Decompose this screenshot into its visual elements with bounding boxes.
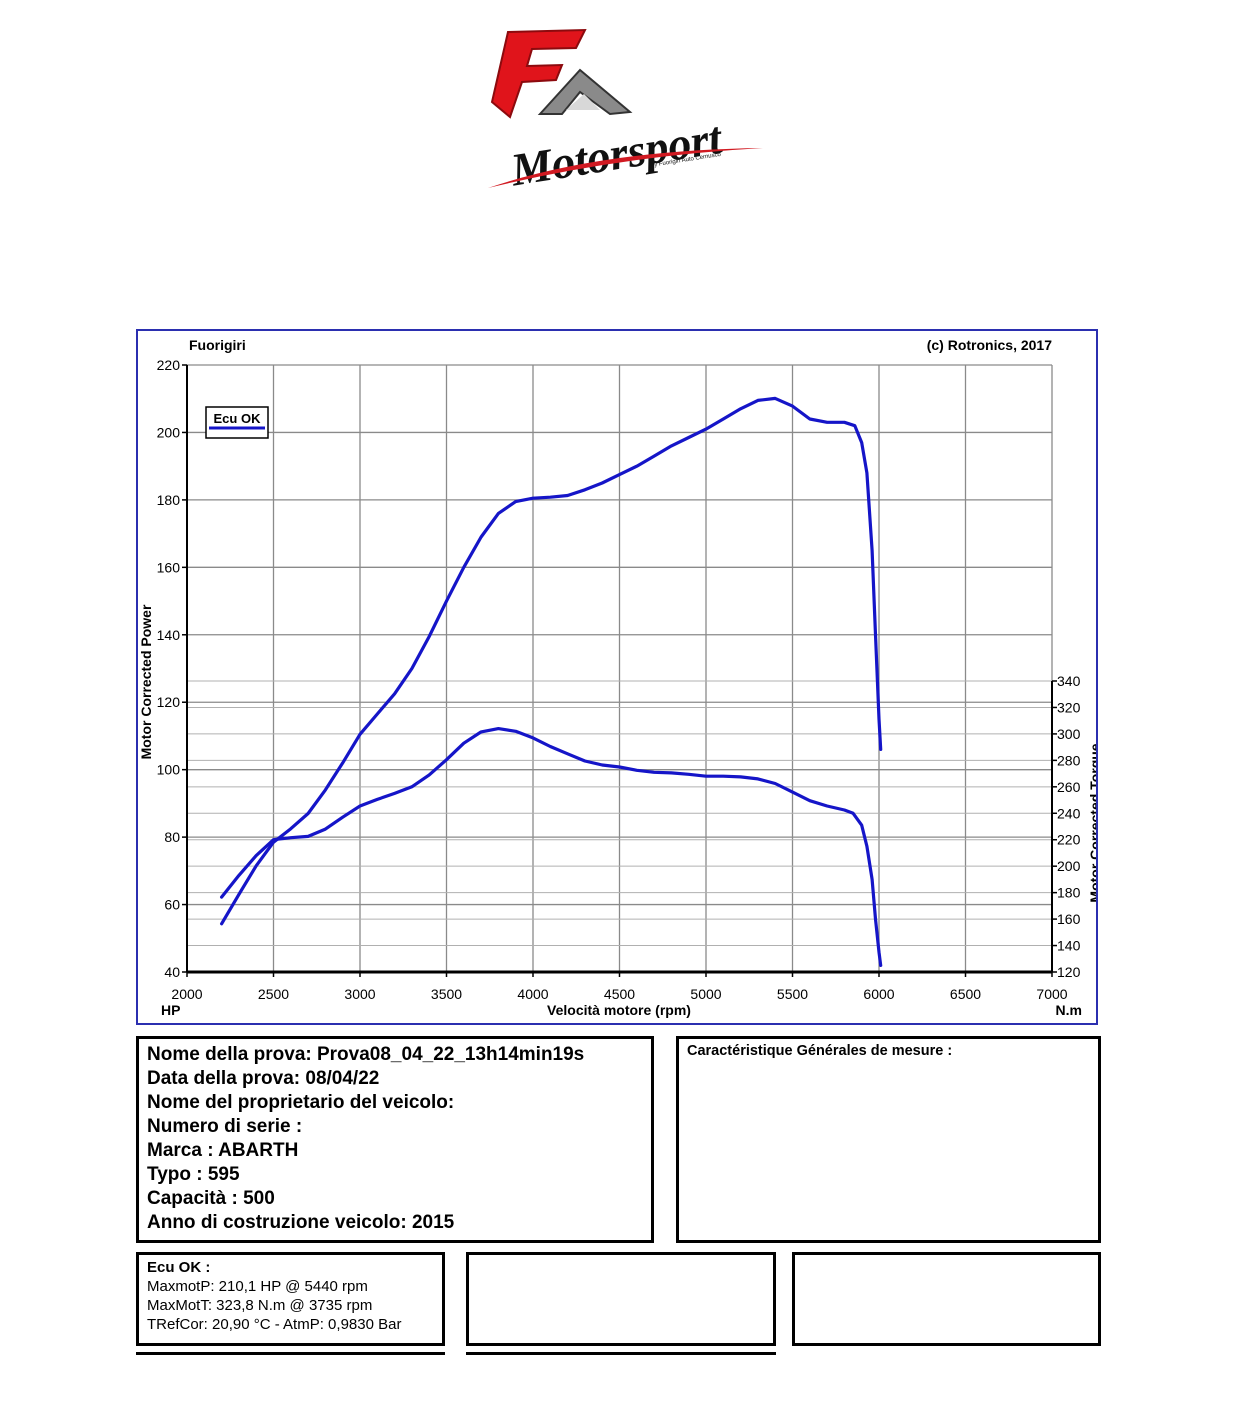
- x-tick-label: 4000: [517, 986, 548, 1002]
- vehicle-make: Marca : ABARTH: [147, 1140, 299, 1161]
- y-tick-label: 140: [157, 627, 181, 643]
- logo-brand-text: Motorsport: [506, 112, 726, 196]
- y2-tick-label: 260: [1057, 779, 1081, 795]
- y2-tick-label: 200: [1057, 858, 1081, 874]
- chart-top-left-label: Fuorigiri: [189, 337, 246, 353]
- middle-box-underline: [466, 1352, 776, 1355]
- y2-tick-label: 160: [1057, 911, 1081, 927]
- y-tick-label: 160: [157, 559, 181, 575]
- chart-ticks: 2000 2500 3000 3500 4000 4500 5000 5500 6000 6500…: [157, 357, 1081, 1002]
- x-tick-label: 7000: [1036, 986, 1067, 1002]
- y2-tick-label: 280: [1057, 752, 1081, 768]
- ecu-summary-box: Ecu OK : MaxmotP: 210,1 HP @ 5440 rpm Ma…: [136, 1252, 445, 1346]
- y-tick-label: 40: [164, 964, 180, 980]
- logo-emblem: [490, 28, 633, 119]
- test-date: Data della prova: 08/04/22: [147, 1068, 380, 1089]
- ecu-summary-header: Ecu OK :: [147, 1259, 211, 1276]
- y2-tick-label: 300: [1057, 726, 1081, 742]
- y-tick-label: 120: [157, 694, 181, 710]
- test-info-box: Nome della prova: Prova08_04_22_13h14min…: [136, 1036, 654, 1243]
- power-curve: [219, 396, 883, 926]
- y2-tick-label: 180: [1057, 885, 1081, 901]
- empty-result-box-3: [792, 1252, 1101, 1346]
- legend-label: Ecu OK: [214, 411, 262, 426]
- y-tick-label: 60: [164, 897, 180, 913]
- chart-legend: Ecu OK: [205, 406, 269, 439]
- ecu-box-underline: [136, 1352, 445, 1355]
- y2-tick-label: 220: [1057, 832, 1081, 848]
- y-tick-label: 200: [157, 424, 181, 440]
- x-tick-label: 2500: [258, 986, 289, 1002]
- x-tick-label: 4500: [604, 986, 635, 1002]
- y2-tick-label: 340: [1057, 673, 1081, 689]
- y2-tick-label: 240: [1057, 805, 1081, 821]
- vehicle-year: Anno di costruzione veicolo: 2015: [147, 1212, 455, 1233]
- chart-series: [219, 396, 883, 968]
- y-tick-label: 80: [164, 829, 180, 845]
- left-axis-title: Motor Corrected Power: [138, 604, 154, 759]
- y2-tick-label: 120: [1057, 964, 1081, 980]
- y2-tick-label: 140: [1057, 938, 1081, 954]
- torque-curve: [219, 727, 883, 968]
- max-power-line: MaxmotP: 210,1 HP @ 5440 rpm: [147, 1278, 368, 1295]
- left-unit-label: HP: [161, 1002, 180, 1018]
- chart-copyright: (c) Rotronics, 2017: [927, 337, 1052, 353]
- test-name: Nome della prova: Prova08_04_22_13h14min…: [147, 1044, 585, 1065]
- dyno-chart: 2000 2500 3000 3500 4000 4500 5000 5500 6000 6500…: [138, 337, 1096, 1018]
- vehicle-capacity: Capacità : 500: [147, 1188, 275, 1209]
- y-tick-label: 100: [157, 762, 181, 778]
- x-tick-label: 5500: [777, 986, 808, 1002]
- x-axis-title: Velocità motore (rpm): [547, 1002, 691, 1018]
- x-tick-label: 3000: [344, 986, 375, 1002]
- x-tick-label: 2000: [171, 986, 202, 1002]
- y-tick-label: 180: [157, 492, 181, 508]
- chart-grid: [186, 364, 1053, 973]
- empty-result-box-2: [466, 1252, 776, 1346]
- x-tick-label: 6000: [863, 986, 894, 1002]
- y-tick-label: 220: [157, 357, 181, 373]
- measurement-title: Caractéristique Générales de mesure :: [687, 1043, 953, 1059]
- x-tick-label: 6500: [950, 986, 981, 1002]
- measurement-characteristics-box: Caractéristique Générales de mesure :: [676, 1036, 1101, 1243]
- serial-number: Numero di serie :: [147, 1116, 303, 1137]
- x-tick-label: 5000: [690, 986, 721, 1002]
- x-tick-label: 3500: [431, 986, 462, 1002]
- fa-motorsport-logo: Motorsport By Fuorigiri Auto Cernusco: [480, 22, 780, 197]
- vehicle-type: Typo : 595: [147, 1164, 240, 1185]
- vehicle-owner: Nome del proprietario del veicolo:: [147, 1092, 455, 1113]
- max-torque-line: MaxMotT: 323,8 N.m @ 3735 rpm: [147, 1297, 373, 1314]
- conditions-line: TRefCor: 20,90 °C - AtmP: 0,9830 Bar: [147, 1316, 402, 1333]
- right-unit-label: N.m: [1056, 1002, 1082, 1018]
- dyno-chart-frame: 2000 2500 3000 3500 4000 4500 5000 5500 6000 6500…: [136, 329, 1098, 1025]
- right-axis-title: Motor Corrected Torque: [1087, 743, 1096, 902]
- y2-tick-label: 320: [1057, 699, 1081, 715]
